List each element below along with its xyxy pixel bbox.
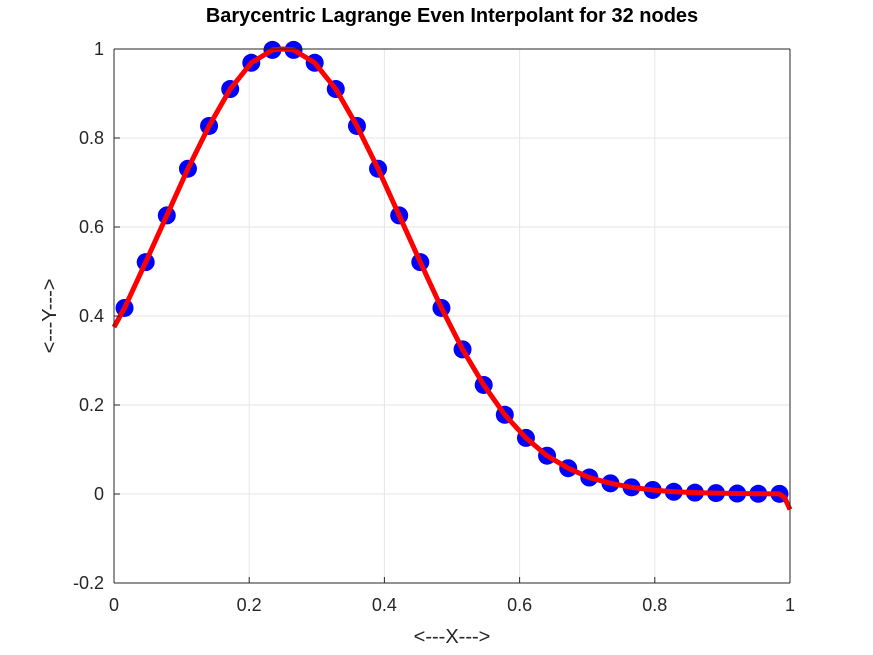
interpolant-line	[111, 46, 793, 511]
chart-title: Barycentric Lagrange Even Interpolant fo…	[206, 5, 698, 27]
y-tick-label: 0	[94, 484, 104, 504]
x-axis-label: <---X--->	[414, 626, 491, 648]
y-tick-label: -0.2	[73, 573, 104, 593]
y-tick-label: 0.2	[79, 395, 104, 415]
y-axis-label: <---Y--->	[39, 279, 61, 354]
x-tick-label: 0	[109, 595, 119, 615]
y-tick-label: 0.6	[79, 217, 104, 237]
x-tick-label: 0.2	[237, 595, 262, 615]
y-tick-label: 0.4	[79, 306, 104, 326]
x-tick-label: 0.4	[372, 595, 397, 615]
ticks: 0 0.2 0.4 0.6 0.8 1-0.200.20.40.60.81	[73, 39, 795, 615]
x-tick-label: 0.8	[642, 595, 667, 615]
y-tick-label: 0.8	[79, 128, 104, 148]
x-tick-label: 1	[785, 595, 795, 615]
x-tick-label: 0.6	[507, 595, 532, 615]
series-layer	[111, 40, 793, 511]
y-tick-label: 1	[94, 39, 104, 59]
